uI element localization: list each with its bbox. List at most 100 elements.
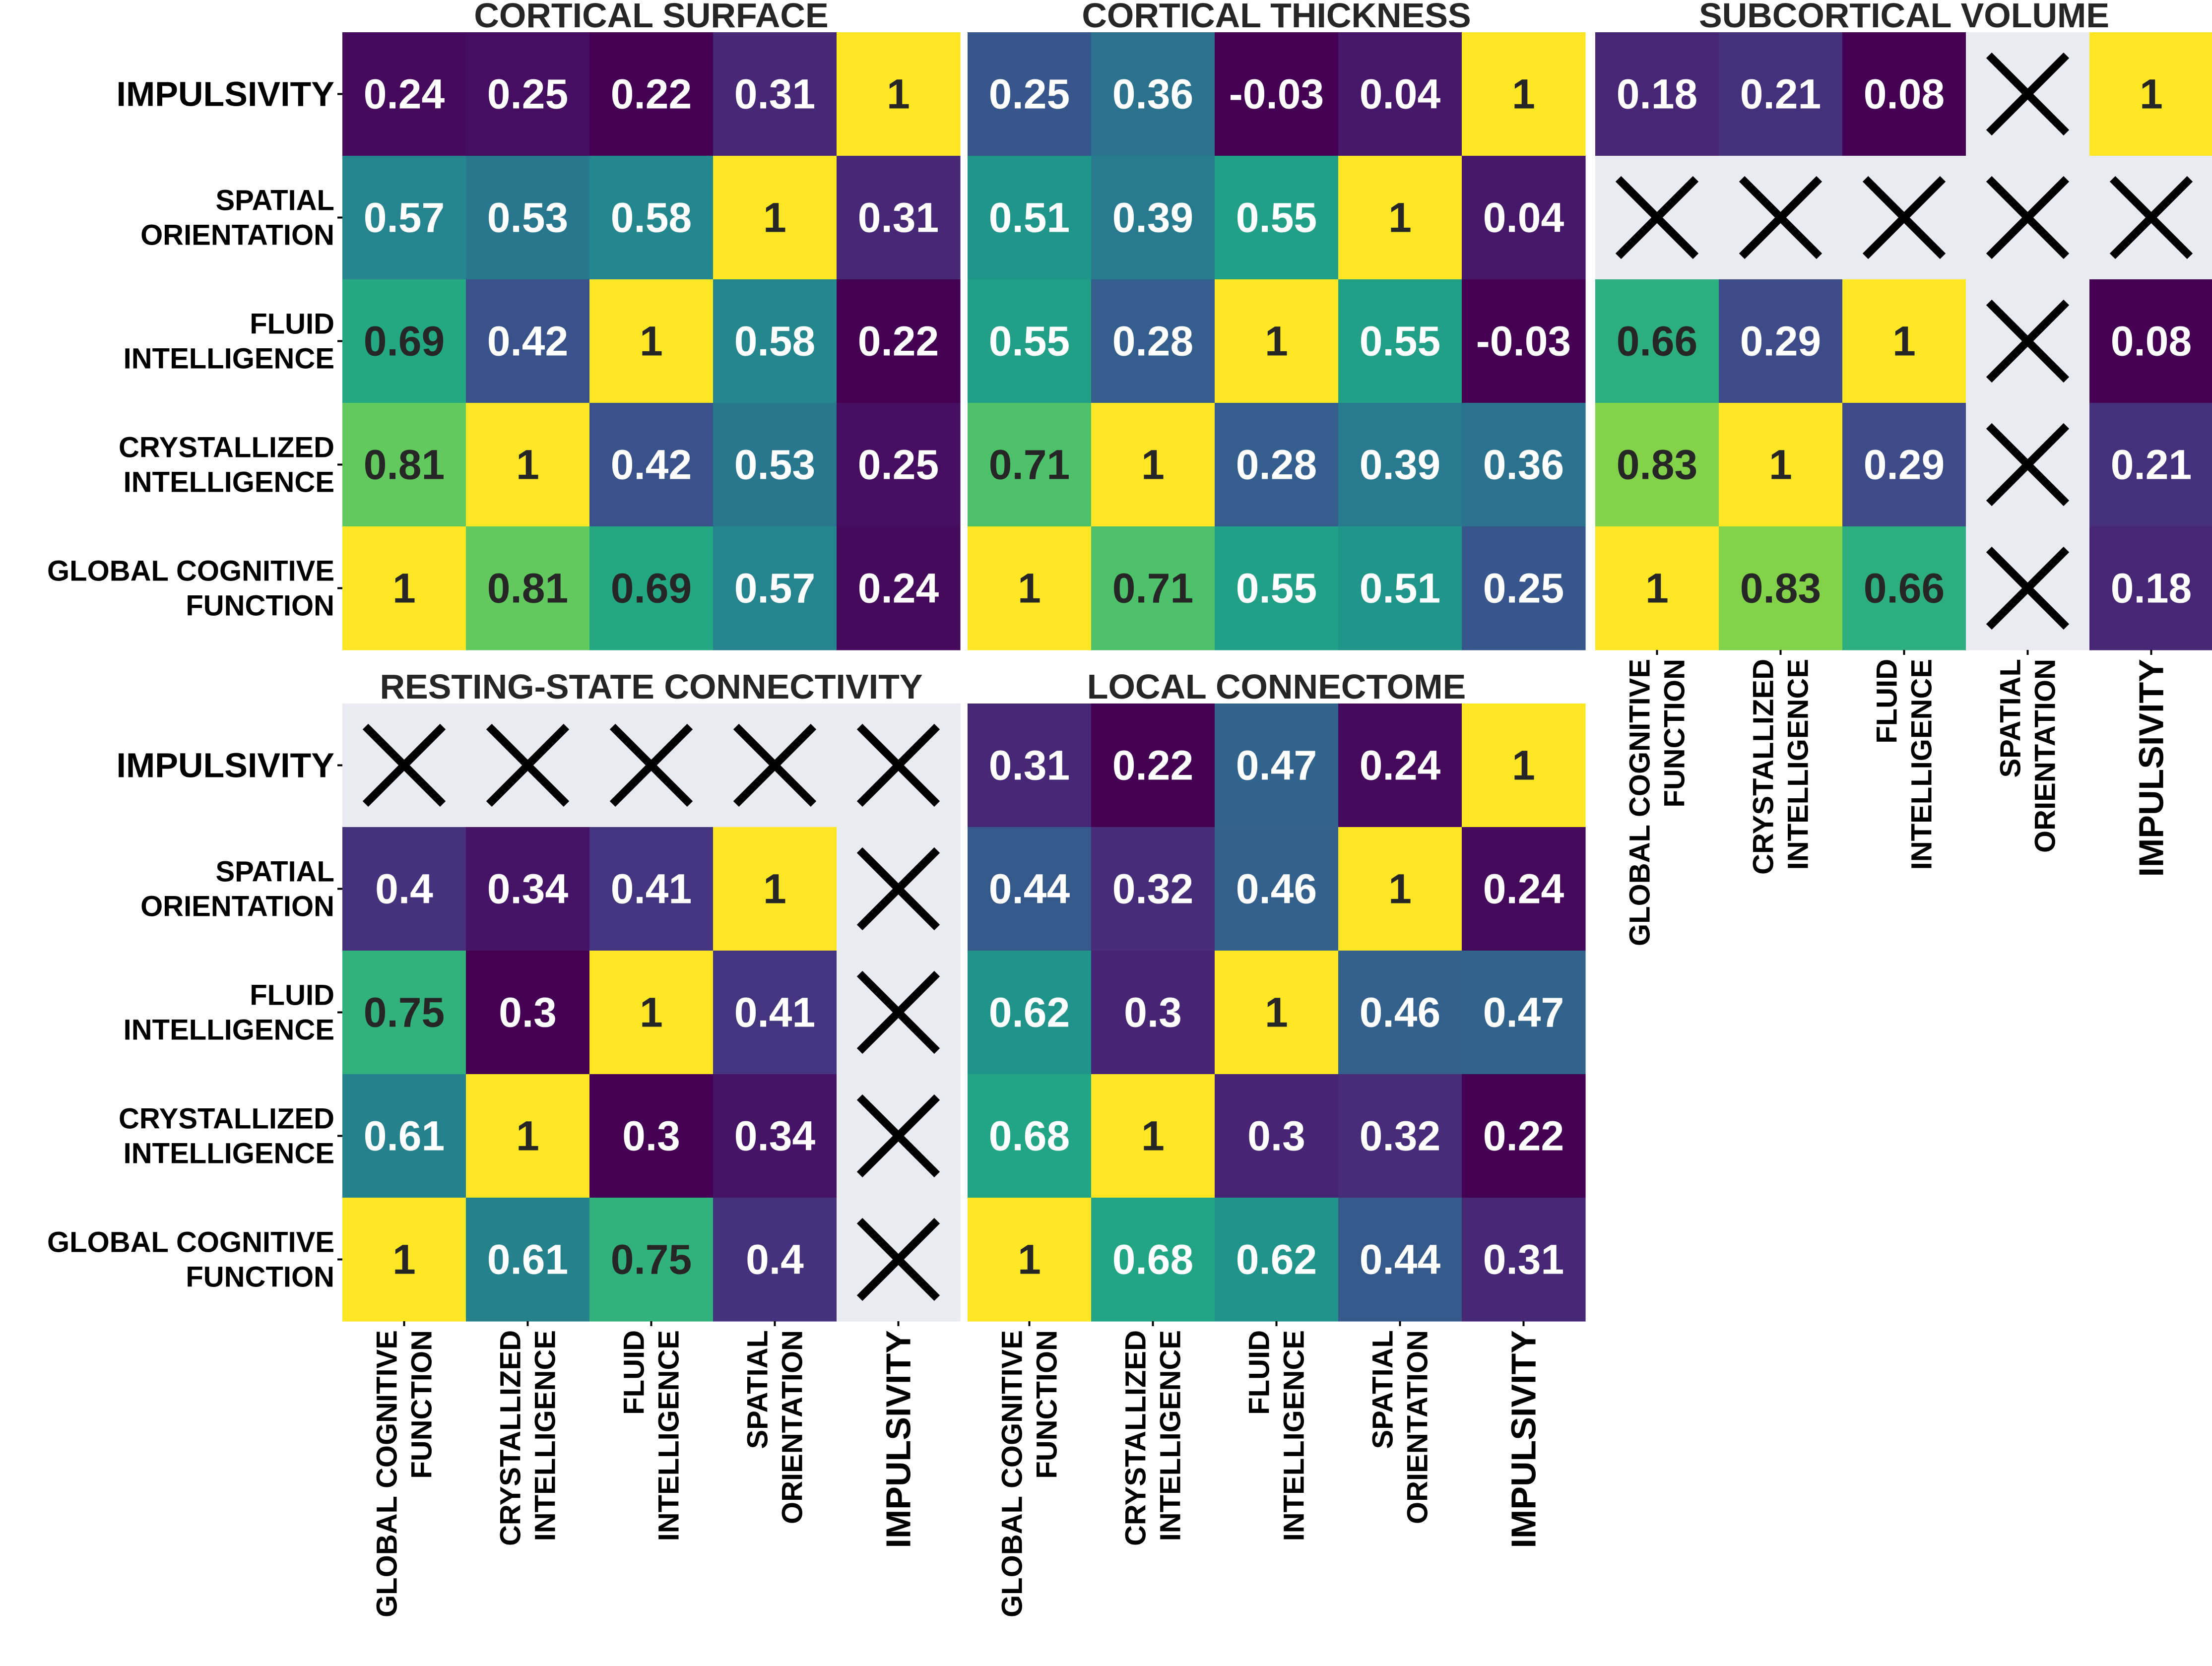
- cell-value-label: -0.03: [1476, 318, 1571, 365]
- cell-value-label: 1: [1141, 442, 1165, 488]
- row-tick-label: FLUID: [250, 308, 334, 340]
- heatmap-cell: [342, 403, 466, 527]
- cell-value-label: 0.18: [1617, 71, 1698, 118]
- heatmap-cell: [466, 526, 590, 650]
- heatmap-cell: [2089, 526, 2212, 650]
- heatmap-cell: [837, 156, 961, 280]
- cell-value-label: 0.4: [375, 866, 433, 912]
- heatmap-cell: [1091, 403, 1215, 527]
- column-tick-label: CRYSTALLIZED: [495, 1330, 527, 1546]
- heatmap-cell: [1338, 403, 1462, 527]
- cell-value-label: 0.44: [1360, 1236, 1441, 1283]
- heatmap-cell: [968, 403, 1092, 527]
- heatmap-cell: [2089, 32, 2212, 156]
- cell-value-label: 0.55: [989, 318, 1070, 365]
- heatmap-cell: [342, 827, 466, 951]
- cell-value-label: 0.66: [1864, 565, 1945, 612]
- missing-cross-mark: [609, 723, 693, 807]
- missing-cross-mark: [1986, 176, 2070, 259]
- heatmap-cell: [837, 279, 961, 403]
- heatmap-cell: [968, 951, 1092, 1075]
- cell-value-label: 0.81: [487, 565, 569, 612]
- row-tick-label: INTELLIGENCE: [124, 1138, 334, 1170]
- heatmap-cell: [1338, 526, 1462, 650]
- heatmap-cell: [713, 951, 837, 1075]
- heatmap-cell: [837, 526, 961, 650]
- cell-value-label: 0.69: [611, 565, 692, 612]
- missing-cross-mark: [856, 723, 940, 807]
- row-tick-label: INTELLIGENCE: [124, 343, 334, 375]
- heatmap-cell: [466, 279, 590, 403]
- cell-value-label: 0.08: [1864, 71, 1945, 118]
- column-tick-label: IMPULSIVITY: [879, 1330, 918, 1548]
- column-tick-label: INTELLIGENCE: [1278, 1330, 1310, 1541]
- cell-value-label: 0.75: [611, 1236, 692, 1283]
- heatmap-cell: [713, 1074, 837, 1198]
- cell-value-label: 1: [1018, 565, 1041, 612]
- heatmap-cell: [1338, 704, 1462, 828]
- heatmap-cell: [1215, 156, 1339, 280]
- heatmap-cell: [342, 526, 466, 650]
- cell-value-label: 0.55: [1236, 194, 1317, 241]
- column-tick-label: GLOBAL COGNITIVE: [996, 1330, 1029, 1617]
- cell-value-label: 0.22: [1483, 1113, 1564, 1159]
- row-tick-label: IMPULSIVITY: [117, 746, 334, 785]
- cell-value-label: 0.81: [364, 442, 445, 488]
- cell-value-label: 0.25: [487, 71, 569, 118]
- column-tick-label: FUNCTION: [1659, 659, 1691, 808]
- cell-value-label: 1: [1265, 989, 1288, 1036]
- cell-value-label: -0.03: [1229, 71, 1324, 118]
- column-tick-label: FLUID: [1243, 1330, 1276, 1415]
- row-tick-label: FUNCTION: [186, 590, 334, 622]
- cell-value-label: 0.31: [989, 742, 1070, 789]
- cell-value-label: 1: [1388, 194, 1412, 241]
- cell-value-label: 0.08: [2111, 318, 2192, 365]
- row-tick-label: FLUID: [250, 979, 334, 1012]
- cell-value-label: 0.51: [1360, 565, 1441, 612]
- heatmap-cell: [466, 156, 590, 280]
- cell-value-label: 0.61: [364, 1113, 445, 1159]
- column-tick-label: INTELLIGENCE: [1155, 1330, 1187, 1541]
- heatmap-cell: [1595, 403, 1719, 527]
- heatmap-cell: [837, 32, 961, 156]
- column-tick-label: INTELLIGENCE: [529, 1330, 562, 1541]
- heatmap-cell: [1719, 32, 1843, 156]
- cell-value-label: 0.22: [858, 318, 939, 365]
- heatmap-cell: [1462, 951, 1586, 1075]
- column-tick-label: FLUID: [1871, 659, 1903, 744]
- cell-value-label: 0.24: [364, 71, 445, 118]
- cell-value-label: 0.42: [611, 442, 692, 488]
- cell-value-label: 0.44: [989, 866, 1070, 912]
- column-tick-label: FUNCTION: [1031, 1330, 1063, 1479]
- cell-value-label: 0.24: [1483, 866, 1564, 912]
- missing-cross-mark: [856, 970, 940, 1054]
- column-tick-label: ORIENTATION: [1402, 1330, 1434, 1524]
- cell-value-label: 1: [887, 71, 910, 118]
- cell-value-label: 0.58: [611, 194, 692, 241]
- missing-cross-mark: [1986, 299, 2070, 383]
- cell-value-label: 0.46: [1360, 989, 1441, 1036]
- cell-value-label: 0.53: [734, 442, 816, 488]
- cell-value-label: 0.39: [1112, 194, 1194, 241]
- column-tick-label: ORIENTATION: [777, 1330, 809, 1524]
- heatmap-cell: [1842, 279, 1966, 403]
- heatmap-cell: [1719, 526, 1843, 650]
- heatmap-cell: [1462, 403, 1586, 527]
- cell-value-label: 0.62: [989, 989, 1070, 1036]
- cell-value-label: 0.68: [989, 1113, 1070, 1159]
- missing-cross-mark: [856, 847, 940, 931]
- heatmap-cell: [589, 827, 714, 951]
- column-tick-label: CRYSTALLIZED: [1748, 659, 1780, 875]
- heatmap-cell: [1462, 827, 1586, 951]
- heatmap-cell: [1091, 704, 1215, 828]
- panel-title: RESTING-STATE CONNECTIVITY: [380, 667, 922, 706]
- heatmap-cell: [342, 279, 466, 403]
- row-tick-label: IMPULSIVITY: [117, 75, 334, 114]
- cell-value-label: 1: [1892, 318, 1916, 365]
- cell-value-label: 1: [640, 989, 663, 1036]
- heatmap-cell: [1215, 704, 1339, 828]
- cell-value-label: 0.55: [1236, 565, 1317, 612]
- cell-value-label: 0.31: [858, 194, 939, 241]
- heatmap-cell: [466, 403, 590, 527]
